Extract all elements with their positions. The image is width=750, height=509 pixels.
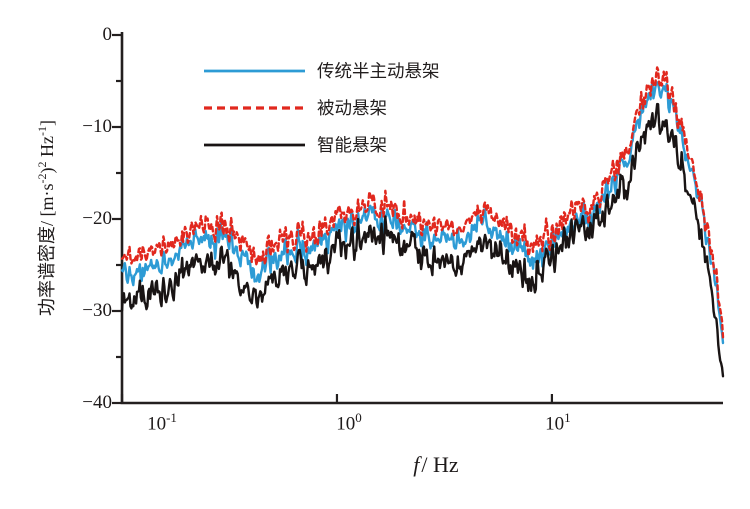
legend-item-passive-suspension: 被动悬架 (202, 89, 440, 126)
x-axis-label-unit: / Hz (421, 452, 459, 477)
x-axis-label: f/ Hz (413, 452, 458, 478)
legend: 传统半主动悬架 被动悬架 智能悬架 (202, 52, 440, 163)
y-axis-label-text: 功率谱密度/ [m·s-2)2 Hz-1] (35, 120, 57, 316)
y-tick-label: −20 (82, 207, 112, 229)
y-tick-label: −30 (82, 299, 112, 321)
legend-label-semi-active: 传统半主动悬架 (317, 61, 440, 81)
y-tick-label: −40 (82, 391, 112, 413)
x-tick-label: 101 (545, 410, 571, 435)
x-axis-label-symbol: f (413, 452, 420, 477)
y-tick-label: 0 (102, 23, 113, 45)
x-tick-label: 100 (336, 410, 362, 435)
legend-line-sample-red-dashed (204, 105, 305, 110)
legend-item-semi-active-suspension: 传统半主动悬架 (202, 52, 440, 89)
legend-line-sample-blue-solid (204, 69, 305, 72)
legend-item-intelligent-suspension: 智能悬架 (202, 126, 440, 163)
legend-label-intelligent: 智能悬架 (317, 135, 387, 155)
legend-line-sample-black-solid (204, 143, 305, 146)
y-tick-label: −10 (82, 115, 112, 137)
x-tick-label: 10-1 (147, 410, 177, 435)
legend-label-passive: 被动悬架 (317, 98, 387, 118)
